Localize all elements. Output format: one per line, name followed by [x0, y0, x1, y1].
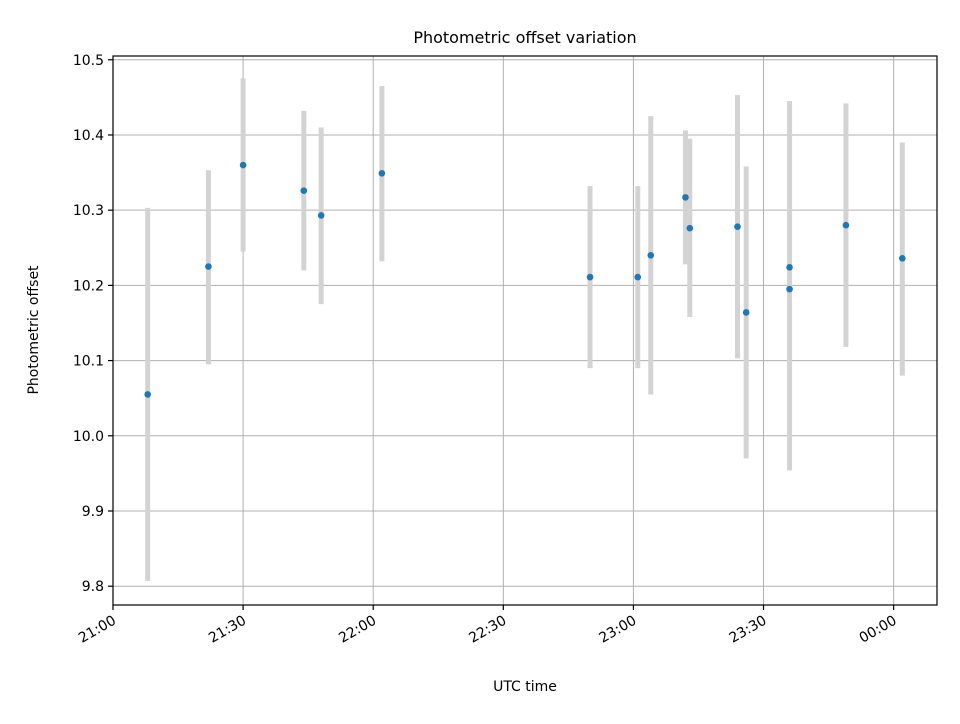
data-point — [634, 273, 642, 281]
plot-frame — [112, 55, 938, 606]
y-tick-label: 9.8 — [82, 579, 104, 595]
data-point — [205, 263, 212, 270]
data-point — [686, 224, 694, 232]
data-point — [144, 391, 151, 398]
y-axis-ticks: 9.8 9.9 10.0 10.1 10.2 10.3 10.4 10.5 — [73, 53, 113, 595]
data-point — [842, 221, 850, 229]
chart-title: Photometric offset variation — [413, 28, 636, 47]
data-points — [144, 161, 906, 398]
y-tick-label: 10.3 — [73, 203, 104, 219]
y-tick-label: 10.0 — [73, 429, 104, 445]
y-tick-label: 10.4 — [73, 128, 104, 144]
x-axis-label: UTC time — [493, 679, 557, 695]
y-axis-label: Photometric offset — [26, 265, 42, 395]
data-point — [300, 187, 308, 194]
data-point — [682, 194, 689, 201]
data-point — [239, 161, 247, 169]
data-point — [378, 170, 386, 177]
y-tick-label: 9.9 — [82, 504, 104, 520]
y-tick-label: 10.1 — [73, 354, 104, 370]
grid — [112, 56, 937, 605]
data-point — [899, 255, 906, 262]
data-point — [734, 223, 741, 231]
y-tick-label: 10.5 — [73, 53, 104, 69]
data-point — [586, 273, 594, 281]
y-tick-label: 10.2 — [73, 278, 104, 294]
data-point — [786, 264, 793, 271]
data-point — [647, 251, 655, 259]
data-point — [786, 285, 793, 293]
data-point — [317, 212, 325, 219]
data-point — [742, 309, 750, 316]
